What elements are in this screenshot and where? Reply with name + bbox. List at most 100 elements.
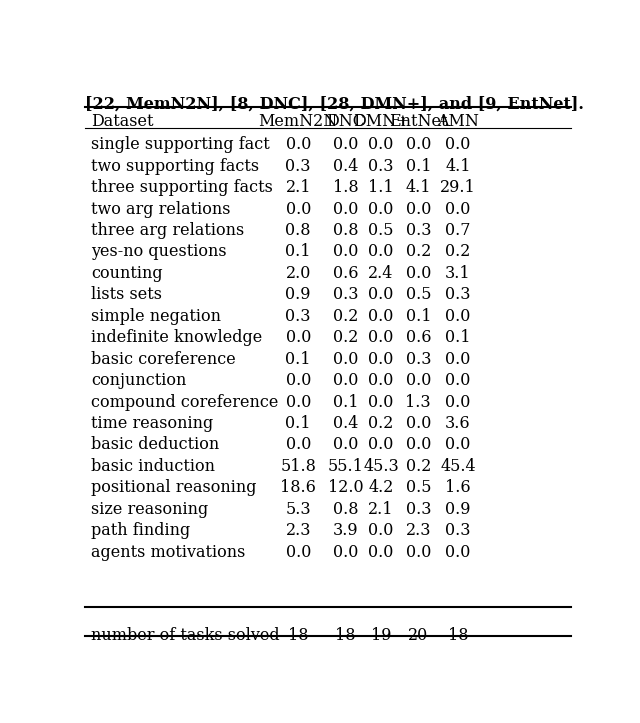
Text: 0.0: 0.0 [445,308,470,325]
Text: 0.8: 0.8 [333,222,358,239]
Text: 0.0: 0.0 [445,393,470,411]
Text: conjunction: conjunction [91,372,186,389]
Text: 0.5: 0.5 [406,479,431,496]
Text: 1.6: 1.6 [445,479,471,496]
Text: 0.0: 0.0 [369,544,394,560]
Text: positional reasoning: positional reasoning [91,479,257,496]
Text: 0.3: 0.3 [285,158,311,175]
Text: 0.0: 0.0 [445,437,470,453]
Text: basic induction: basic induction [91,458,215,475]
Text: 45.3: 45.3 [363,458,399,475]
Text: 0.0: 0.0 [369,351,394,367]
Text: basic deduction: basic deduction [91,437,219,453]
Text: 0.5: 0.5 [406,286,431,304]
Text: 0.0: 0.0 [406,137,431,153]
Text: 0.2: 0.2 [369,415,394,432]
Text: 0.8: 0.8 [285,222,311,239]
Text: 0.2: 0.2 [445,244,470,260]
Text: 18.6: 18.6 [280,479,316,496]
Text: number of tasks solved: number of tasks solved [91,627,280,643]
Text: 1.3: 1.3 [406,393,431,411]
Text: 0.0: 0.0 [333,137,358,153]
Text: 0.0: 0.0 [333,351,358,367]
Text: 19: 19 [371,627,391,643]
Text: 2.3: 2.3 [406,522,431,539]
Text: 0.1: 0.1 [285,351,311,367]
Text: 0.0: 0.0 [369,437,394,453]
Text: 3.1: 3.1 [445,265,471,282]
Text: 18: 18 [335,627,356,643]
Text: 0.3: 0.3 [369,158,394,175]
Text: 0.0: 0.0 [333,544,358,560]
Text: 0.0: 0.0 [285,437,311,453]
Text: 45.4: 45.4 [440,458,476,475]
Text: 0.9: 0.9 [445,500,470,518]
Text: 0.0: 0.0 [445,200,470,218]
Text: 4.1: 4.1 [406,179,431,196]
Text: 0.0: 0.0 [406,372,431,389]
Text: compound coreference: compound coreference [91,393,278,411]
Text: 0.0: 0.0 [285,372,311,389]
Text: 0.0: 0.0 [369,308,394,325]
Text: 12.0: 12.0 [328,479,363,496]
Text: 1.1: 1.1 [368,179,394,196]
Text: 0.0: 0.0 [406,544,431,560]
Text: three supporting facts: three supporting facts [91,179,273,196]
Text: 0.0: 0.0 [333,244,358,260]
Text: basic coreference: basic coreference [91,351,236,367]
Text: MemN2N: MemN2N [259,114,338,130]
Text: 0.0: 0.0 [445,544,470,560]
Text: 0.5: 0.5 [369,222,394,239]
Text: 0.8: 0.8 [333,500,358,518]
Text: 0.2: 0.2 [333,308,358,325]
Text: 0.1: 0.1 [285,415,311,432]
Text: 0.7: 0.7 [445,222,470,239]
Text: 0.0: 0.0 [285,200,311,218]
Text: 0.2: 0.2 [333,329,358,346]
Text: 0.0: 0.0 [369,286,394,304]
Text: 29.1: 29.1 [440,179,476,196]
Text: 2.1: 2.1 [369,500,394,518]
Text: 18: 18 [448,627,468,643]
Text: 4.1: 4.1 [445,158,470,175]
Text: 0.6: 0.6 [406,329,431,346]
Text: 0.3: 0.3 [406,351,431,367]
Text: 0.0: 0.0 [369,329,394,346]
Text: [22, MemN2N], [8, DNC], [28, DMN+], and [9, EntNet].: [22, MemN2N], [8, DNC], [28, DMN+], and … [85,95,584,113]
Text: two supporting facts: two supporting facts [91,158,259,175]
Text: 0.2: 0.2 [406,244,431,260]
Text: 0.1: 0.1 [333,393,358,411]
Text: lists sets: lists sets [91,286,162,304]
Text: agents motivations: agents motivations [91,544,245,560]
Text: AMN: AMN [437,114,479,130]
Text: 2.1: 2.1 [285,179,311,196]
Text: DNC: DNC [326,114,365,130]
Text: 0.0: 0.0 [406,437,431,453]
Text: 3.6: 3.6 [445,415,471,432]
Text: 0.0: 0.0 [406,200,431,218]
Text: three arg relations: three arg relations [91,222,244,239]
Text: 0.0: 0.0 [333,200,358,218]
Text: 0.4: 0.4 [333,415,358,432]
Text: 0.6: 0.6 [333,265,358,282]
Text: EntNet: EntNet [389,114,447,130]
Text: 0.3: 0.3 [333,286,358,304]
Text: 0.4: 0.4 [333,158,358,175]
Text: 0.3: 0.3 [406,222,431,239]
Text: counting: counting [91,265,163,282]
Text: path finding: path finding [91,522,190,539]
Text: single supporting fact: single supporting fact [91,137,269,153]
Text: 0.3: 0.3 [406,500,431,518]
Text: 0.0: 0.0 [285,393,311,411]
Text: 4.2: 4.2 [369,479,394,496]
Text: 0.0: 0.0 [369,137,394,153]
Text: 2.4: 2.4 [369,265,394,282]
Text: 0.1: 0.1 [406,158,431,175]
Text: 3.9: 3.9 [333,522,358,539]
Text: 0.0: 0.0 [369,244,394,260]
Text: 0.0: 0.0 [369,372,394,389]
Text: 2.0: 2.0 [285,265,311,282]
Text: indefinite knowledge: indefinite knowledge [91,329,262,346]
Text: 0.0: 0.0 [406,265,431,282]
Text: 0.3: 0.3 [285,308,311,325]
